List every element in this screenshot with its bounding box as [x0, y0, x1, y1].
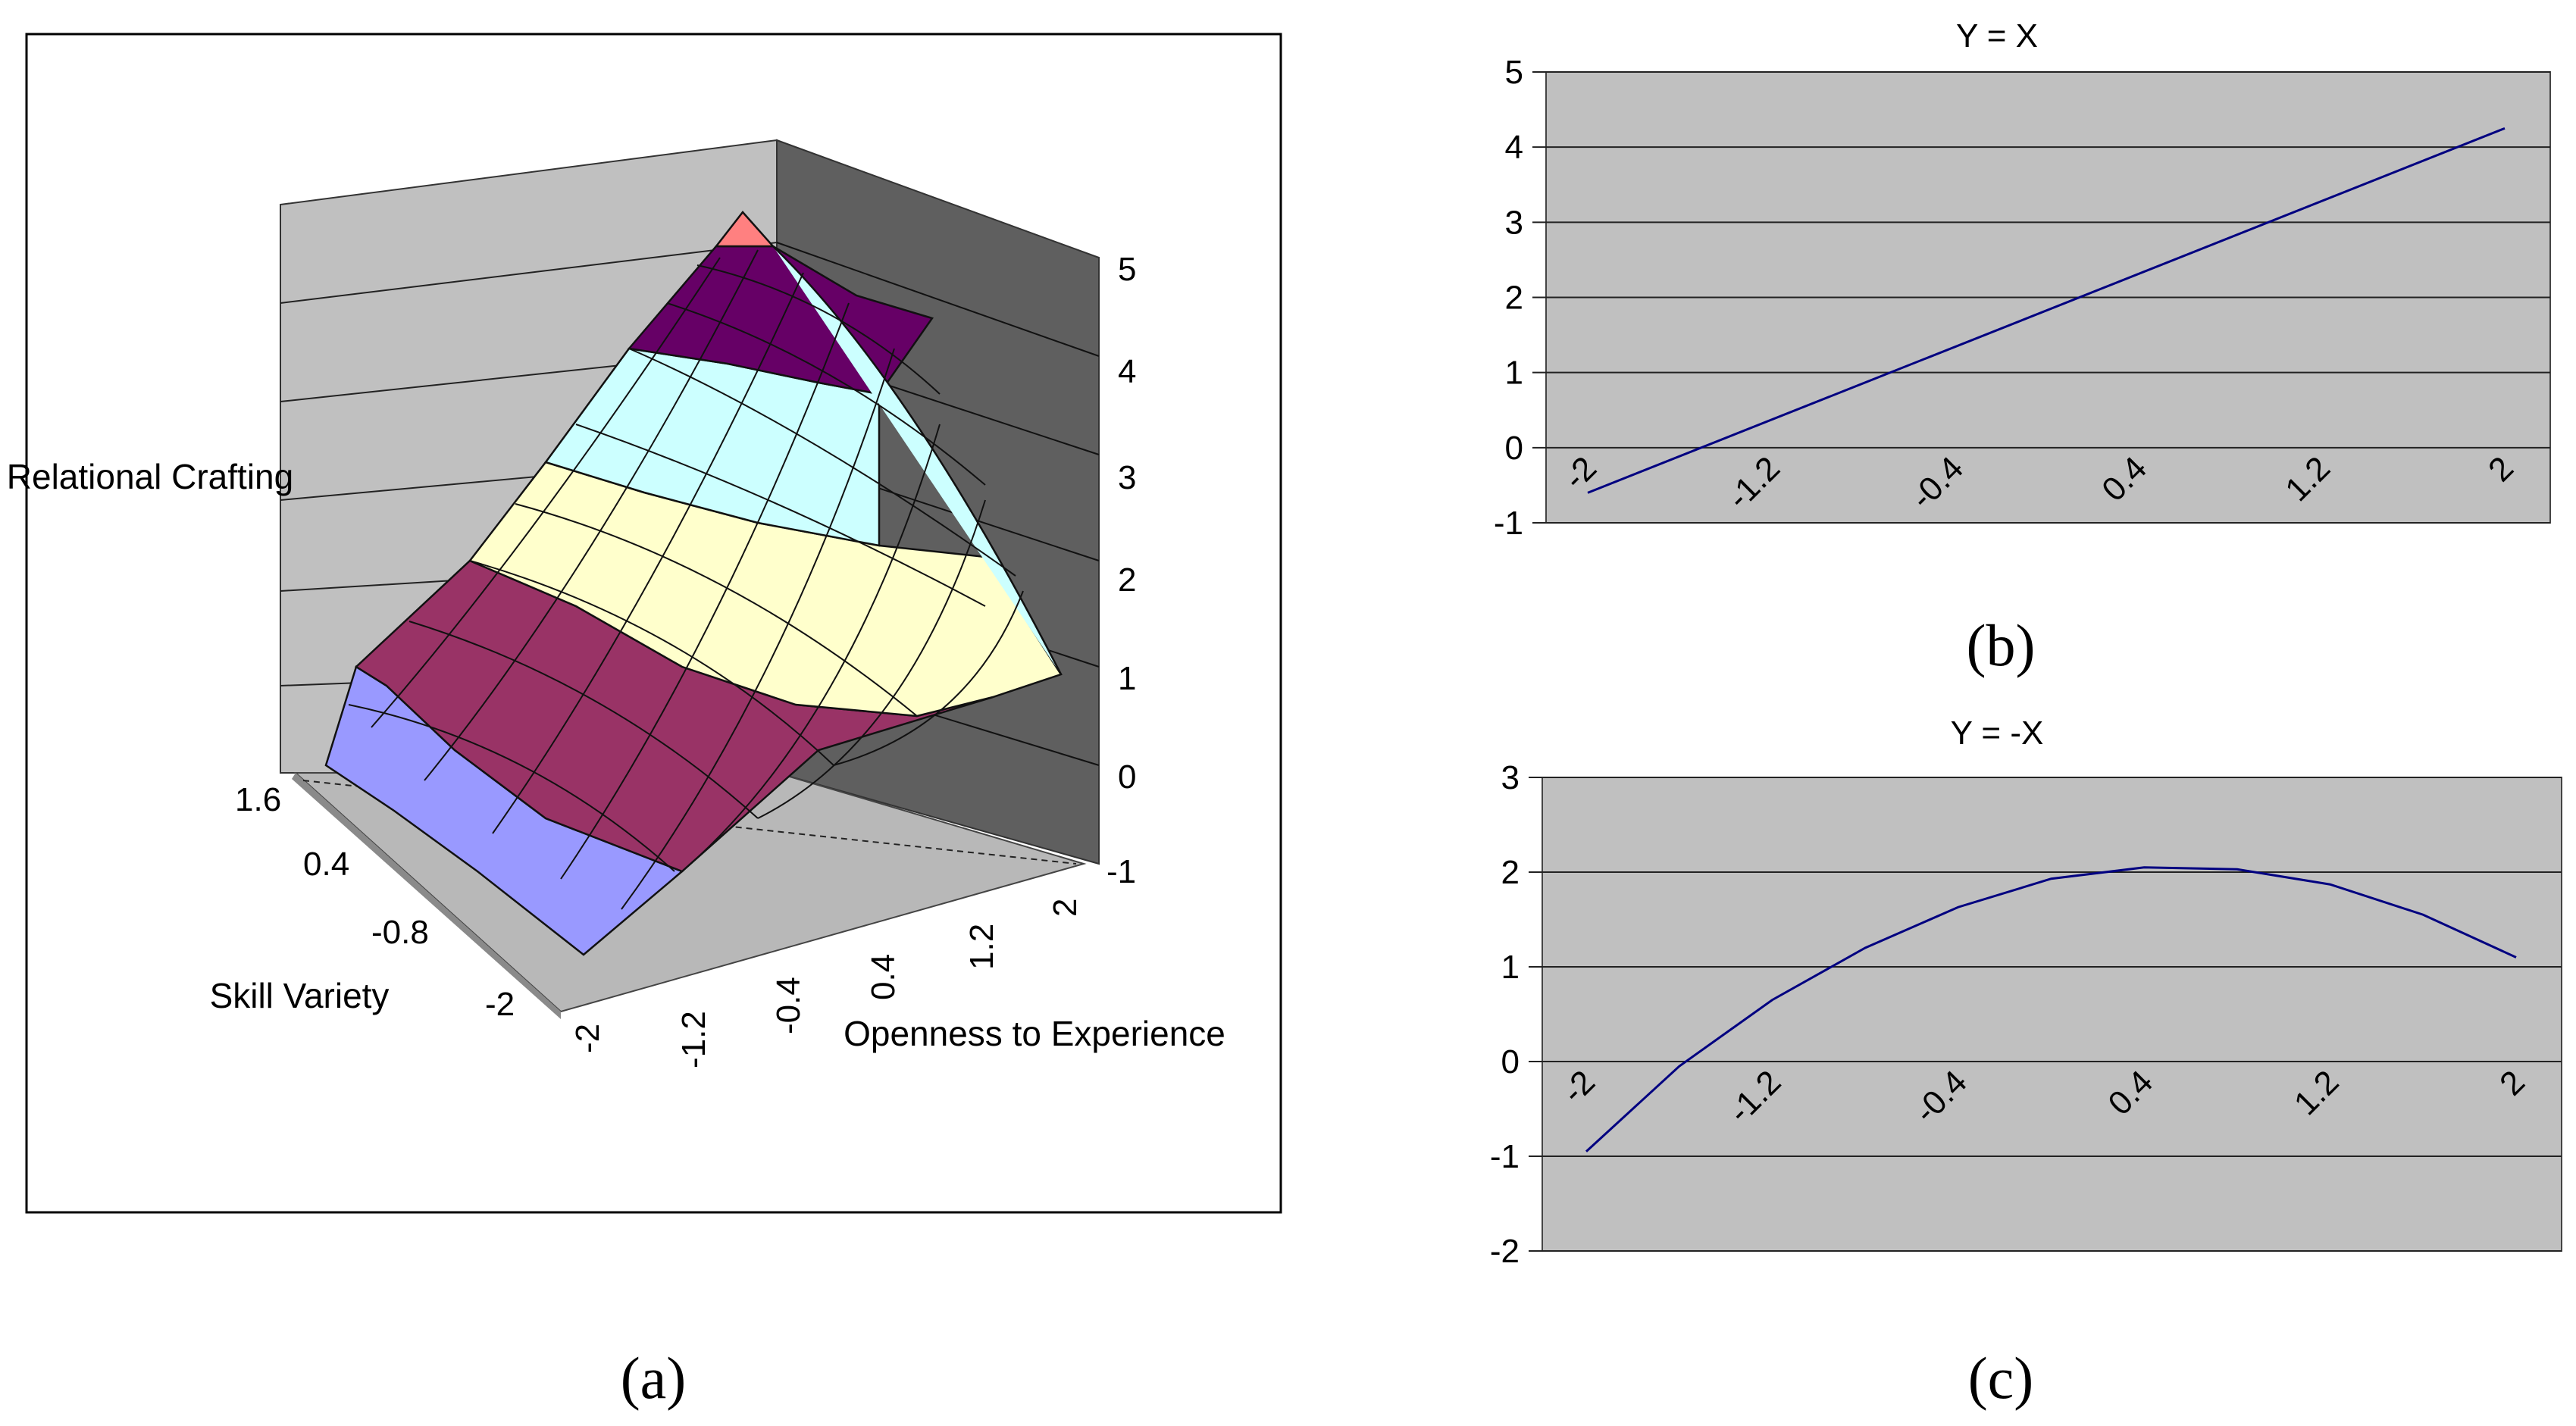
z-axis-ticks: 5 4 3 2 1 0 -1	[1106, 251, 1136, 890]
x-tick: -1.2	[675, 1011, 712, 1068]
surface-mesh	[348, 249, 1024, 910]
y-tick: 1.6	[235, 781, 281, 818]
y-tick: 0.4	[303, 846, 349, 883]
panel-a-label: (a)	[621, 1345, 687, 1411]
panel-c-series	[1585, 866, 2517, 1152]
surface-right-edge	[773, 246, 1061, 674]
panel-c-label: (c)	[1968, 1345, 2034, 1411]
y-tick-label: 0	[1501, 1043, 1520, 1080]
x-tick: -0.4	[770, 977, 807, 1034]
panel-c-title: Y = -X	[1951, 715, 2044, 752]
y-tick-label: 2	[1501, 854, 1520, 891]
series-line	[1587, 127, 2506, 494]
surface-right-edge-line	[772, 245, 1063, 675]
y-tick-label: 0	[1505, 430, 1523, 467]
y-tick-label: -1	[1494, 505, 1523, 542]
z-tick: 0	[1118, 758, 1136, 796]
y-tick-label: 2	[1505, 280, 1523, 317]
surface-band-top	[714, 211, 775, 248]
surface	[324, 211, 1063, 956]
y-tick-label: -1	[1490, 1138, 1520, 1175]
y-tick-label: 4	[1505, 129, 1523, 166]
floor-front-edge	[292, 773, 561, 1019]
z-tick: 1	[1118, 660, 1136, 697]
x-axis-title: Openness to Experience	[844, 1014, 1225, 1053]
y-tick-label: 1	[1501, 949, 1520, 986]
x-axis-ticks: -2 -1.2 -0.4 0.4 1.2 2	[569, 899, 1084, 1068]
panel-c-gridlines	[1529, 777, 2562, 1252]
panel-b-y-ticks: 5 4 3 2 1 0 -1	[1494, 54, 1523, 542]
x-tick: 0.4	[865, 954, 902, 1000]
panel-c-plot-area	[1542, 777, 2562, 1252]
z-tick: 2	[1118, 561, 1136, 599]
y-axis-title: Skill Variety	[210, 976, 390, 1015]
y-tick-label: 1	[1505, 355, 1523, 392]
panel-c-y-ticks: 3 2 1 0 -1 -2	[1490, 759, 1520, 1270]
z-tick: 4	[1118, 353, 1136, 390]
x-tick: 1.2	[963, 924, 1000, 970]
x-tick: -2	[569, 1024, 606, 1053]
z-tick: 3	[1118, 459, 1136, 496]
panel-b-title: Y = X	[1956, 17, 2038, 55]
y-tick: -2	[485, 986, 515, 1023]
panel-a-surface-chart: 5 4 3 2 1 0 -1 1.6 0.4 -0.8 -2 -2 -1.2 -…	[7, 33, 1282, 1411]
panel-b-gridlines	[1532, 71, 2550, 524]
z-tick: -1	[1106, 853, 1136, 890]
y-tick-label: 3	[1505, 204, 1523, 241]
y-tick-label: 3	[1501, 759, 1520, 796]
series-line	[1585, 866, 2517, 1152]
y-tick-label: 5	[1505, 54, 1523, 91]
x-tick: 2	[1047, 899, 1084, 917]
panel-b-series	[1587, 127, 2506, 494]
y-tick-label: -2	[1490, 1233, 1520, 1270]
y-axis-ticks: 1.6 0.4 -0.8 -2	[235, 781, 515, 1023]
panel-b-label: (b)	[1967, 612, 2036, 678]
y-tick: -0.8	[371, 914, 429, 951]
z-axis-title: Relational Crafting	[7, 457, 293, 496]
z-tick: 5	[1118, 251, 1136, 288]
